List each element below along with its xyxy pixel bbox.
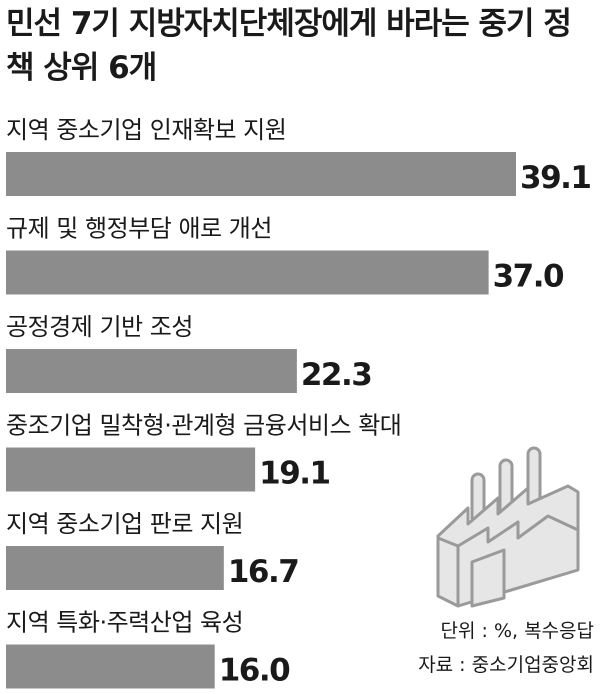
source-note: 자료 : 중소기업중앙회 bbox=[418, 654, 594, 676]
bar bbox=[6, 349, 297, 393]
factory-icon bbox=[436, 446, 580, 608]
value-label: 16.0 bbox=[219, 653, 290, 689]
category-label: 공정경제 기반 조성 bbox=[6, 313, 193, 341]
value-label: 39.1 bbox=[520, 160, 591, 196]
value-label: 19.1 bbox=[259, 456, 330, 492]
bar bbox=[6, 546, 224, 590]
bar bbox=[6, 250, 489, 295]
unit-note: 단위 : %, 복수응답 bbox=[440, 620, 595, 642]
bar bbox=[6, 447, 256, 492]
value-label: 22.3 bbox=[301, 357, 372, 393]
bar bbox=[6, 152, 516, 196]
category-label: 지역 중소기업 판로 지원 bbox=[6, 510, 243, 538]
category-label: 지역 특화·주력산업 육성 bbox=[6, 609, 243, 637]
category-label: 규제 및 행정부담 애로 개선 bbox=[6, 215, 272, 243]
bar bbox=[6, 644, 215, 689]
value-label: 16.7 bbox=[228, 554, 299, 590]
value-label: 37.0 bbox=[493, 259, 564, 295]
chart-title: 민선 7기 지방자치단체장에게 바라는 중기 정책 상위 6개 bbox=[6, 6, 572, 86]
category-label: 중조기업 밀착형·관계형 금융서비스 확대 bbox=[6, 412, 401, 440]
category-label: 지역 중소기업 인재확보 지원 bbox=[6, 116, 286, 144]
